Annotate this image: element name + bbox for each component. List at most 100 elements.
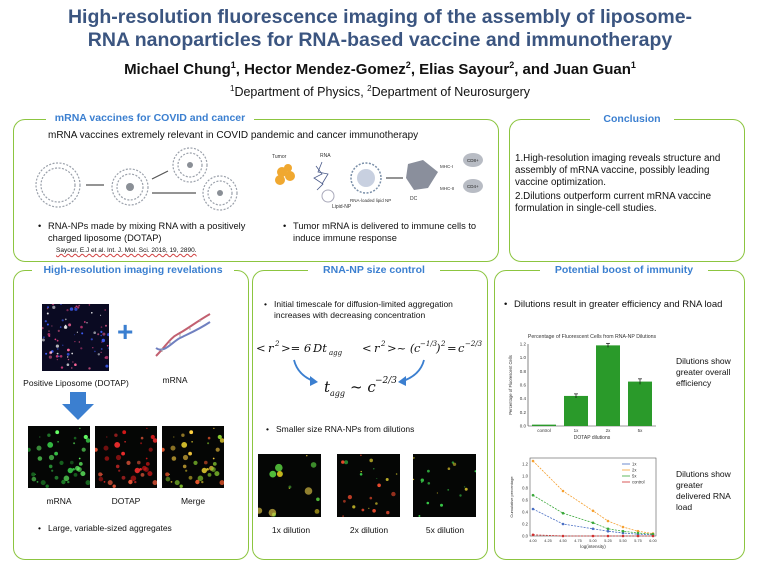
- data-point: [651, 534, 655, 538]
- caption-1x: 1x dilution: [271, 525, 311, 535]
- svg-text:<: <: [362, 341, 372, 355]
- y-tick-label: 0.8: [522, 486, 528, 491]
- bar: [564, 395, 588, 426]
- fluorescent-particle: [215, 447, 220, 452]
- fluorescent-particle: [47, 306, 49, 309]
- fluorescent-particle: [107, 480, 113, 486]
- fluorescent-particle: [94, 350, 96, 353]
- mrna-micrograph: [28, 426, 90, 488]
- fluorescent-particle: [64, 318, 67, 321]
- fluorescent-particle: [105, 355, 109, 360]
- fluorescent-particle: [106, 333, 109, 337]
- fluorescent-particle: [51, 304, 55, 306]
- poster-title: High-resolution fluorescence imaging of …: [0, 6, 760, 52]
- fluorescent-particle: [100, 334, 102, 337]
- fluorescent-particle: [100, 348, 103, 350]
- x-axis-label: DOTAP dilutions: [574, 435, 611, 441]
- fluorescent-particle: [193, 460, 198, 465]
- svg-text:Dt: Dt: [312, 341, 327, 355]
- data-point: [621, 534, 625, 538]
- svg-text:>~ (: >~ (: [387, 341, 415, 355]
- fluorescent-particle: [46, 312, 49, 315]
- fluorescent-particle: [63, 475, 70, 482]
- fluorescent-particle: [170, 445, 176, 451]
- fluorescent-particle: [105, 364, 109, 368]
- fluorescent-particle: [69, 307, 74, 311]
- fluorescent-particle: [83, 434, 88, 440]
- fluorescent-particle: [341, 460, 345, 464]
- y-tick-label: 0.6: [522, 498, 528, 503]
- fluorescent-particle: [372, 509, 376, 513]
- title-line-2: RNA nanoparticles for RNA-based vaccine …: [87, 29, 673, 51]
- fluorescent-particle: [426, 501, 430, 505]
- fluorescent-particle: [181, 433, 185, 437]
- fluorescent-particle: [48, 330, 50, 332]
- fluorescent-particle: [112, 484, 116, 488]
- data-point: [651, 532, 655, 536]
- fluorescent-particle: [46, 307, 49, 310]
- covid-citation: Sayour, E.J et al. Int. J. Mol. Sci. 201…: [56, 247, 197, 254]
- fluorescent-particle: [115, 454, 122, 461]
- fluorescent-particle: [57, 348, 59, 350]
- data-point: [531, 507, 535, 511]
- plus-icon: +: [117, 316, 134, 347]
- x-tick-label: 5.25: [604, 539, 611, 543]
- fluorescent-particle: [413, 478, 415, 481]
- data-point: [561, 489, 565, 493]
- tumor-label: Tumor: [272, 154, 287, 160]
- conclusion-item-1: 1.High-resolution imaging reveals struct…: [515, 153, 721, 188]
- svg-text:<: <: [256, 341, 266, 355]
- fluorescent-particle: [195, 479, 200, 485]
- fluorescent-particle: [103, 481, 106, 483]
- fluorescent-particle: [42, 326, 44, 330]
- fluorescent-particle: [150, 434, 155, 440]
- fluorescent-particle: [377, 483, 381, 488]
- svg-text:): ): [435, 341, 441, 355]
- fluorescent-particle: [71, 367, 73, 369]
- fluorescent-particle: [42, 338, 45, 342]
- data-point: [531, 533, 535, 537]
- fluorescent-particle: [48, 454, 55, 461]
- affiliation-name: Department of Physics: [234, 85, 361, 100]
- fluorescent-particle: [85, 480, 90, 486]
- fluorescent-particle: [146, 427, 148, 429]
- legend-label: control: [632, 480, 645, 485]
- fluorescent-particle: [140, 436, 144, 440]
- fluorescent-particle: [80, 347, 83, 350]
- fluorescent-particle: [92, 347, 94, 349]
- fluorescent-particle: [98, 476, 104, 482]
- line-chart-rna-load: 0.0 0.2 0.4 0.6 0.8 1.0 1.2 4.00 4.25 4.50 4.75 5.0…: [509, 457, 657, 549]
- fluorescent-particle: [268, 508, 277, 517]
- data-point: [561, 534, 565, 538]
- fluorescent-particle: [118, 469, 121, 472]
- fluorescent-particle: [368, 507, 370, 509]
- fluorescent-particle: [391, 491, 396, 497]
- y-tick-label: 1.0: [522, 474, 528, 479]
- fluorescent-particle: [188, 451, 192, 456]
- fluorescent-particle: [258, 507, 263, 514]
- fluorescent-particle: [163, 448, 165, 450]
- fluorescent-particle: [104, 456, 110, 461]
- bar: [628, 381, 652, 426]
- fluorescent-particle: [170, 481, 173, 483]
- x-tick-label: 1x: [574, 428, 580, 433]
- fluorescent-particle: [359, 473, 363, 476]
- svg-text:−2/3: −2/3: [375, 376, 397, 386]
- fluorescent-particle: [52, 305, 56, 309]
- fluorescent-particle: [67, 480, 70, 484]
- fluorescent-particle: [29, 448, 31, 450]
- fluorescent-particle: [56, 358, 59, 361]
- fluorescent-particle: [463, 486, 466, 488]
- legend-label: 1x: [632, 462, 637, 467]
- x-tick-label: 4.00: [529, 539, 536, 543]
- fluorescent-particle: [182, 464, 187, 469]
- conclusion-panel: [509, 119, 745, 262]
- immunity-bullet: Dilutions result in greater efficiency a…: [504, 299, 736, 311]
- fluorescent-particle: [57, 441, 59, 443]
- x-tick-label: 4.50: [559, 539, 566, 543]
- fluorescent-particle: [97, 333, 100, 336]
- fluorescent-particle: [101, 341, 103, 343]
- fluorescent-particle: [49, 351, 53, 354]
- fluorescent-particle: [55, 344, 59, 348]
- y-tick-label: 0.6: [520, 383, 527, 388]
